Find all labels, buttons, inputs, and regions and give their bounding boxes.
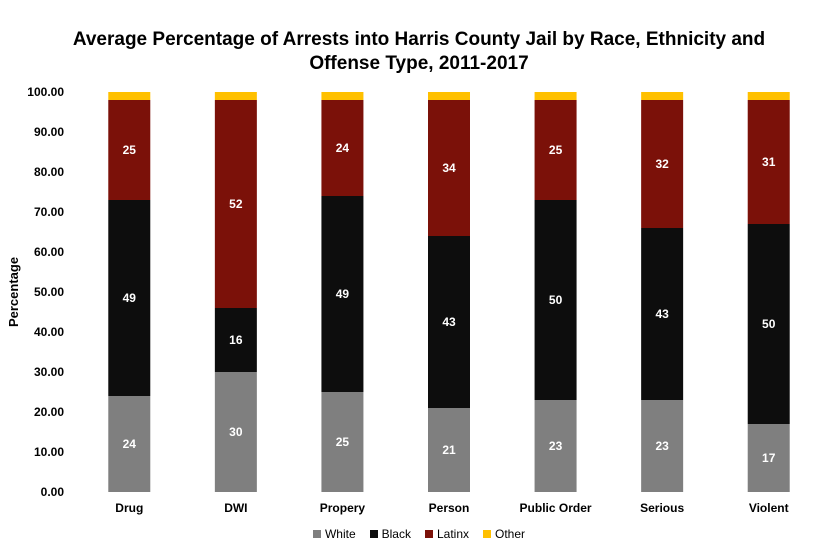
y-tick-label: 10.00 [34,445,64,459]
bar-segment-other [214,92,257,100]
bar-segment-black [534,200,577,400]
legend-label: Latinx [436,527,470,541]
bar-segment-latinx [108,100,151,200]
data-label: 25 [123,143,137,157]
legend-swatch [483,530,492,538]
legend-swatch [424,530,433,538]
legend-item-black: Black [369,527,411,541]
legend-label: Black [381,527,411,541]
data-label: 49 [336,287,350,301]
y-tick-label: 50.00 [34,285,64,299]
bar-segment-latinx [321,100,364,196]
data-label: 23 [549,439,563,453]
chart-title-line-2: Offense Type, 2011-2017 [309,53,529,74]
data-label: 25 [336,435,350,449]
data-label: 43 [655,307,669,321]
x-tick-label: Propery [320,501,366,515]
legend-swatch [312,530,321,538]
data-label: 16 [229,333,243,347]
legend-swatch [369,530,378,538]
bar-segment-white [534,400,577,492]
bar-segment-white [747,424,790,492]
data-label: 31 [762,155,776,169]
bar-segment-white [428,408,470,492]
bar-segment-other [534,92,577,100]
legend-label: Other [495,527,526,541]
legend-item-other: Other [483,527,525,541]
data-label: 24 [336,141,350,155]
chart-title-line-1: Average Percentage of Arrests into Harri… [72,29,766,50]
bar-segment-latinx [641,100,684,228]
data-label: 30 [229,425,243,439]
bar-segment-latinx [747,100,790,224]
y-tick-label: 70.00 [34,205,64,219]
bar-segment-white [108,396,151,492]
x-tick-label: Person [429,501,470,515]
bar-segment-white [321,392,364,492]
chart-legend: White Black Latinx Other [0,527,838,541]
x-tick-label: Public Order [520,501,592,515]
data-label: 34 [442,161,456,175]
data-label: 43 [442,315,456,329]
bar-segment-black [108,200,151,396]
data-label: 52 [229,197,243,211]
y-tick-label: 30.00 [34,365,64,379]
bar-segment-black [321,196,364,392]
chart-title: Average Percentage of Arrests into Harri… [0,28,838,76]
y-tick-label: 90.00 [34,125,64,139]
bar-segment-latinx [428,100,470,236]
y-axis-label: Percentage [6,257,21,327]
y-tick-label: 40.00 [34,325,64,339]
data-label: 17 [762,451,776,465]
bar-segment-other [641,92,684,100]
y-tick-label: 80.00 [34,165,64,179]
x-tick-label: Violent [749,501,789,515]
bar-segment-black [428,236,470,408]
bar-segment-black [214,308,257,372]
data-label: 23 [655,439,669,453]
bar-segment-latinx [534,100,577,200]
data-label: 32 [655,157,669,171]
data-label: 49 [123,291,137,305]
y-tick-label: 0.00 [41,485,65,499]
bar-segment-other [321,92,364,100]
data-label: 50 [762,317,776,331]
x-tick-label: DWI [224,501,247,515]
bar-segment-black [641,228,684,400]
bar-segment-white [641,400,684,492]
bar-segment-white [214,372,257,492]
y-tick-label: 100.00 [27,85,64,99]
legend-label: White [324,527,356,541]
bar-segment-other [108,92,151,100]
bar-segment-other [747,92,790,100]
x-tick-label: Serious [640,501,684,515]
data-label: 24 [123,437,137,451]
x-tick-label: Drug [115,501,143,515]
data-label: 25 [549,143,563,157]
y-tick-label: 60.00 [34,245,64,259]
legend-item-white: White [312,527,356,541]
y-tick-label: 20.00 [34,405,64,419]
legend-item-latinx: Latinx [424,527,470,541]
data-label: 50 [549,293,563,307]
bar-segment-black [747,224,790,424]
data-label: 21 [442,443,456,457]
bar-segment-other [428,92,470,100]
bar-segment-latinx [214,100,257,308]
